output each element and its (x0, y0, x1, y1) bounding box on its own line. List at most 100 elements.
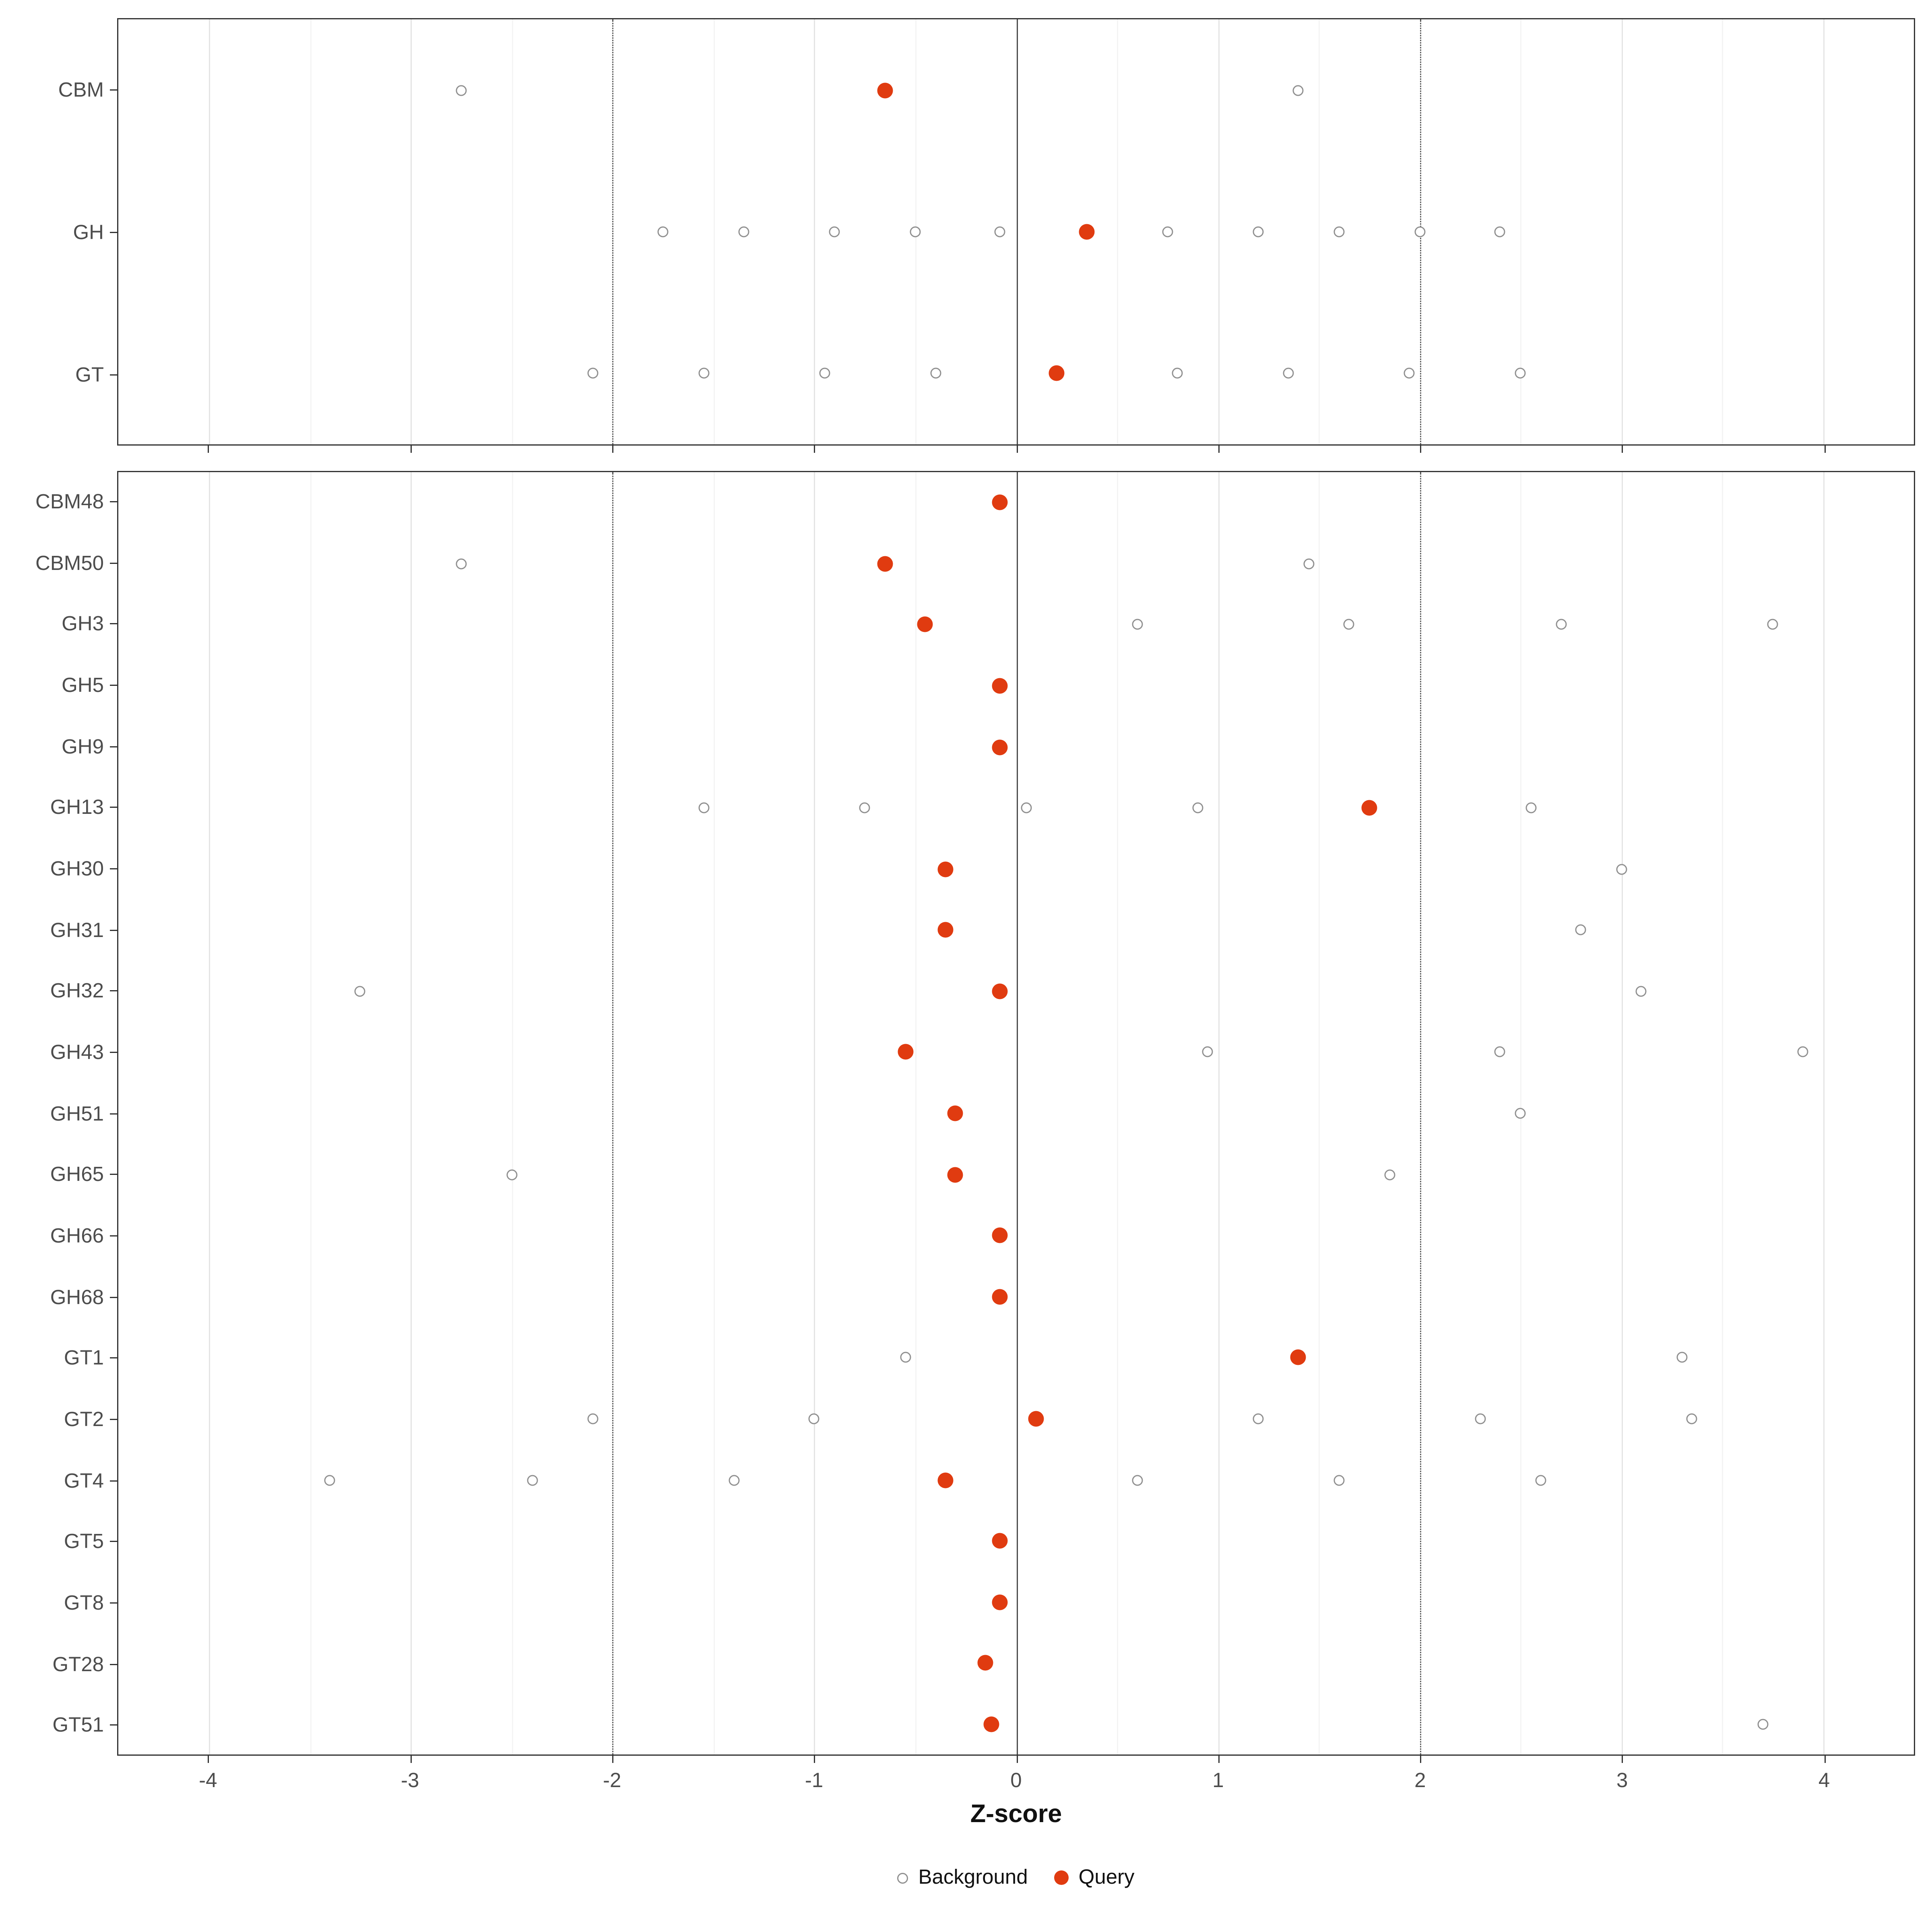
y-axis-label-text: GH3 (62, 612, 104, 636)
y-axis-label-gt8: GT8 (0, 1572, 117, 1633)
background-point (1283, 368, 1294, 379)
category-row-gt51 (118, 1694, 1914, 1755)
query-point (992, 1533, 1008, 1549)
legend-item-background: Background (898, 1866, 1028, 1890)
y-axis-label-text: GH (73, 220, 104, 244)
y-axis-tick (110, 1480, 117, 1481)
background-point (1676, 1352, 1688, 1363)
background-point (1172, 368, 1183, 379)
category-row-cbm (118, 19, 1914, 161)
y-axis-label-text: CBM50 (35, 551, 104, 574)
major-gridline (1823, 19, 1825, 444)
y-axis-label-gh5: GH5 (0, 654, 117, 716)
y-axis-label-gh32: GH32 (0, 960, 117, 1022)
background-point (506, 1169, 517, 1180)
y-axis-label-text: GT8 (64, 1591, 104, 1614)
background-point (1162, 226, 1173, 237)
query-point (992, 1594, 1008, 1610)
category-row-gh51 (118, 1083, 1914, 1144)
y-axis-tick (110, 1357, 117, 1359)
y-axis-label-text: GH43 (50, 1040, 104, 1064)
query-point (992, 983, 1008, 999)
legend: Background Query (0, 1854, 1915, 1902)
y-axis-label-text: GT (75, 363, 104, 386)
y-axis-label-gt2: GT2 (0, 1389, 117, 1450)
y-axis-tick (110, 1235, 117, 1236)
background-point (1384, 1169, 1395, 1180)
query-point (877, 556, 893, 572)
query-point (1290, 1350, 1307, 1366)
x-axis-tick (1824, 446, 1826, 453)
legend-item-query: Query (1054, 1866, 1135, 1890)
minor-gridline (512, 19, 513, 444)
category-row-gh68 (118, 1266, 1914, 1327)
query-point (992, 1288, 1008, 1305)
legend-label: Query (1078, 1866, 1135, 1889)
query-point (1028, 1411, 1044, 1427)
legend-items: Background Query (117, 1854, 1915, 1902)
x-axis-tick (1622, 446, 1624, 453)
y-axis-tick (110, 623, 117, 625)
category-row-gt28 (118, 1633, 1914, 1694)
category-row-gt4 (118, 1449, 1914, 1511)
legend-label: Background (918, 1866, 1028, 1889)
category-row-gt (118, 303, 1914, 444)
background-point (1616, 863, 1627, 875)
background-point (1131, 619, 1143, 630)
background-point (1555, 619, 1567, 630)
y-axis-label-gh: GH (0, 161, 117, 303)
x-axis-ticks-bottom (117, 1756, 1915, 1764)
major-gridline (1621, 19, 1623, 444)
y-axis-tick (110, 1602, 117, 1604)
background-point (657, 226, 669, 237)
category-row-gh32 (118, 961, 1914, 1022)
background-point (738, 226, 749, 237)
y-axis-tick (110, 1663, 117, 1665)
x-axis-tick (1016, 446, 1018, 453)
query-point (937, 1472, 954, 1488)
y-axis-label-gt51: GT51 (0, 1695, 117, 1756)
y-axis-tick (110, 868, 117, 869)
minor-gridline (713, 19, 715, 444)
x-axis-tick-label: -1 (805, 1769, 824, 1792)
category-row-gh3 (118, 594, 1914, 655)
background-point (526, 1474, 537, 1486)
y-axis-label-text: GH9 (62, 735, 104, 758)
y-axis-tick (110, 1418, 117, 1420)
minor-gridline (1319, 19, 1320, 444)
background-point (1575, 925, 1587, 936)
x-axis-tick (814, 1756, 815, 1763)
x-axis-tick-label: -4 (199, 1769, 217, 1792)
major-gridline (209, 472, 211, 1754)
y-axis-labels-bottom: CBM48 CBM50 GH3 GH5 GH9 GH13 GH30 GH31 GH32 GH43 G… (0, 471, 117, 1756)
zero-reference-line (1016, 19, 1018, 444)
x-axis-tick (1218, 446, 1220, 453)
background-point (910, 226, 921, 237)
category-row-gh (118, 161, 1914, 303)
y-axis-label-cbm48: CBM48 (0, 471, 117, 532)
dotted-reference-line (1419, 472, 1421, 1754)
background-point (1333, 1474, 1344, 1486)
background-point (1757, 1719, 1768, 1730)
x-axis-ticks-top (117, 446, 1915, 454)
zero-reference-line (1016, 472, 1018, 1754)
background-point (1131, 1474, 1143, 1486)
y-axis-label-text: GT1 (64, 1346, 104, 1370)
query-point (937, 861, 954, 877)
major-gridline (1218, 472, 1219, 1754)
panel-class-summary: CBM GH GT (0, 18, 1915, 454)
background-point (1253, 1413, 1264, 1424)
y-axis-tick (110, 231, 117, 233)
y-axis-label-text: GH68 (50, 1285, 104, 1309)
y-axis-label-text: GT5 (64, 1530, 104, 1553)
query-point (978, 1655, 994, 1671)
y-axis-label-gh66: GH66 (0, 1205, 117, 1266)
x-axis-tick-label: -3 (401, 1769, 419, 1792)
background-point (587, 368, 598, 379)
background-point (698, 368, 709, 379)
y-axis-label-gt1: GT1 (0, 1327, 117, 1389)
background-point (355, 986, 366, 997)
x-axis-tick (208, 446, 209, 453)
x-axis-tick-labels: -4 -3 -2 -1 0 1 2 3 4 (0, 1764, 1915, 1796)
